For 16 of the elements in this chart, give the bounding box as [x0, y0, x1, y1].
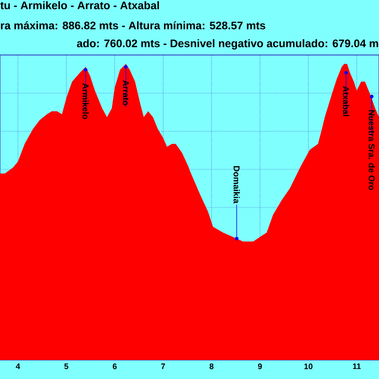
- x-tick-label: 10: [304, 364, 312, 370]
- x-tick-label: 9: [258, 364, 262, 370]
- annotation: Nuestra Sra. de Oro: [368, 110, 375, 190]
- chart-subtitle: ra máxima: 886.82 mts - Altura mínima: 528.57 mts: [0, 21, 266, 30]
- annotation: Arrato: [122, 80, 129, 106]
- x-tick-label: 5: [64, 364, 68, 370]
- x-tick-label: 8: [210, 364, 214, 370]
- annotation: Atxabal: [342, 86, 350, 116]
- text: ado: 760.02 mts - Desnivel negativo acumulado: 679.04 m: [76, 39, 378, 50]
- chart-title: tu - Armikelo - Arrato - Atxabal: [0, 1, 159, 10]
- annotation: Domaikia: [234, 166, 240, 204]
- x-tick-label: 4: [16, 364, 20, 370]
- x-tick-label: 7: [161, 364, 165, 370]
- x-tick-label: 11: [353, 364, 361, 370]
- annotation: Armikelo: [82, 83, 89, 120]
- x-tick-label: 6: [112, 364, 117, 370]
